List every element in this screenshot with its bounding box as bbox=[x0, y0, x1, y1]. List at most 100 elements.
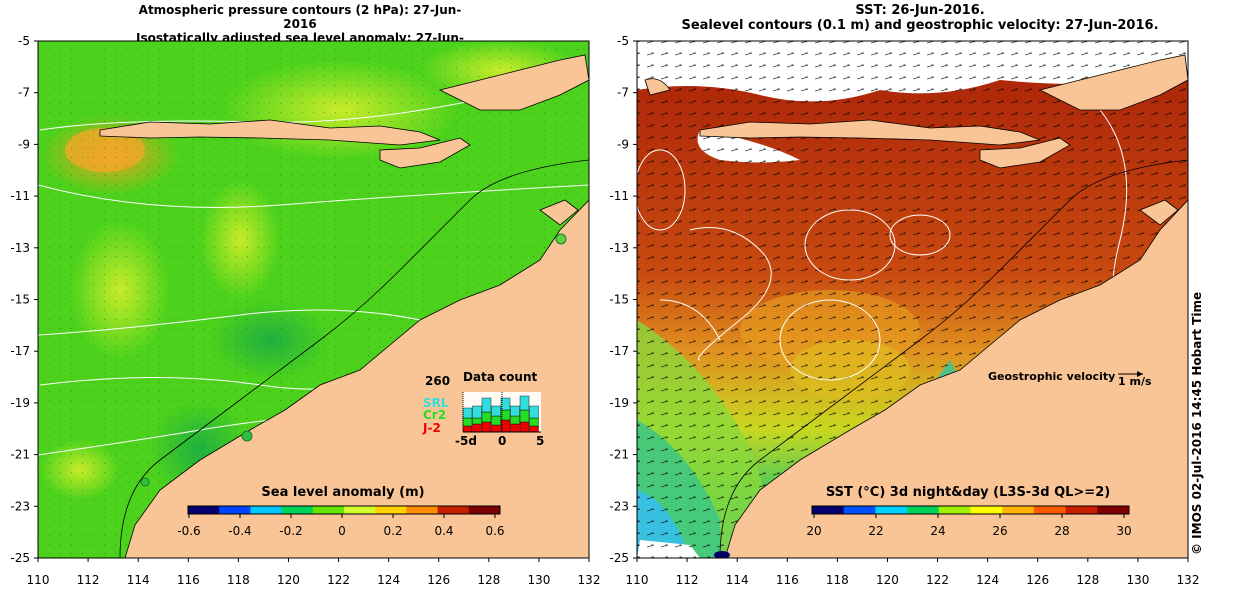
data-count-bar bbox=[510, 423, 520, 433]
longitude-tick-label: 112 bbox=[77, 573, 100, 587]
latitude-tick-label: -21 bbox=[10, 448, 30, 462]
latitude-tick-label: -19 bbox=[609, 396, 629, 410]
data-count-bar bbox=[472, 405, 482, 419]
latitude-tick-label: -9 bbox=[18, 137, 30, 151]
sst-colorbar-tick-label: 26 bbox=[992, 524, 1007, 538]
sst-colorbar-swatch bbox=[1002, 506, 1035, 514]
sea-level-colorbar-tick-label: 0.4 bbox=[434, 524, 453, 538]
legend-srl: SRL bbox=[423, 396, 449, 410]
longitude-tick-label: 128 bbox=[1076, 573, 1099, 587]
longitude-tick-label: 126 bbox=[427, 573, 450, 587]
latitude-tick-label: -9 bbox=[617, 137, 629, 151]
longitude-tick-label: 132 bbox=[578, 573, 601, 587]
longitude-tick-label: 116 bbox=[776, 573, 799, 587]
sst-colorbar-swatch bbox=[1065, 506, 1098, 514]
sst-colorbar-swatch bbox=[812, 506, 845, 514]
longitude-tick-label: 118 bbox=[826, 573, 849, 587]
latitude-tick-label: -13 bbox=[10, 241, 30, 255]
sea-level-colorbar-swatch bbox=[281, 506, 314, 514]
longitude-tick-label: 120 bbox=[277, 573, 300, 587]
sea-level-colorbar-tick-label: 0.2 bbox=[383, 524, 402, 538]
sea-level-colorbar-tick-label: 0.6 bbox=[485, 524, 504, 538]
sea-level-colorbar-tick-label: 0 bbox=[338, 524, 346, 538]
sst-map bbox=[637, 41, 1188, 558]
sst-colorbar-swatch bbox=[1097, 506, 1130, 514]
longitude-tick-label: 132 bbox=[1177, 573, 1200, 587]
data-count-bar bbox=[529, 425, 539, 433]
legend-j2: J-2 bbox=[422, 421, 441, 435]
inset-tick-5: 5 bbox=[536, 434, 544, 448]
sst-colorbar-tick-label: 22 bbox=[868, 524, 883, 538]
sea-level-colorbar-tick-label: -0.2 bbox=[279, 524, 302, 538]
longitude-tick-label: 114 bbox=[127, 573, 150, 587]
inset-tick-minus5: -5d bbox=[455, 434, 477, 448]
longitude-tick-label: 122 bbox=[327, 573, 350, 587]
data-count-bar bbox=[472, 417, 482, 425]
longitude-tick-label: 110 bbox=[27, 573, 50, 587]
latitude-tick-label: -13 bbox=[609, 241, 629, 255]
sst-colorbar-swatch bbox=[1033, 506, 1067, 514]
latitude-tick-label: -11 bbox=[10, 189, 30, 203]
longitude-tick-label: 130 bbox=[527, 573, 550, 587]
right-map-title: SST: 26-Jun-2016. Sealevel contours (0.1… bbox=[640, 3, 1200, 33]
map-axes: -5 -7 -9 -11 -13 -15 -17 -19 -21 -23 -25 110 112 114 1… bbox=[10, 34, 1199, 587]
longitude-tick-label: 116 bbox=[177, 573, 200, 587]
sea-level-colorbar-label: Sea level anomaly (m) bbox=[261, 485, 424, 500]
velocity-scale-value: 1 m/s bbox=[1118, 375, 1152, 388]
longitude-tick-label: 110 bbox=[626, 573, 649, 587]
sea-level-colorbar: Sea level anomaly (m) -0.6 -0.4 -0.2 0 0.2 0.… bbox=[177, 485, 504, 538]
data-count-bar bbox=[519, 421, 530, 433]
longitude-tick-label: 114 bbox=[726, 573, 749, 587]
data-count-bars bbox=[462, 395, 539, 433]
right-title-line1: SST: 26-Jun-2016. bbox=[855, 3, 985, 18]
inset-tick-0: 0 bbox=[498, 434, 506, 448]
geostrophic-velocity-scale: Geostrophic velocity 1 m/s bbox=[988, 370, 1152, 388]
latitude-tick-label: -25 bbox=[10, 551, 30, 565]
data-count-bar bbox=[519, 395, 530, 411]
latitude-tick-label: -19 bbox=[10, 396, 30, 410]
inset-max-label: 260 bbox=[425, 374, 450, 388]
longitude-tick-label: 120 bbox=[876, 573, 899, 587]
legend-cr2: Cr2 bbox=[423, 408, 446, 422]
latitude-tick-label: -25 bbox=[609, 551, 629, 565]
data-count-bar bbox=[529, 405, 539, 419]
longitude-tick-label: 126 bbox=[1026, 573, 1049, 587]
sea-level-colorbar-swatch bbox=[468, 506, 501, 514]
sea-level-colorbar-tick-label: -0.4 bbox=[228, 524, 251, 538]
longitude-tick-label: 118 bbox=[227, 573, 250, 587]
sea-level-colorbar-swatch bbox=[250, 506, 283, 514]
sea-level-colorbar-swatch bbox=[437, 506, 470, 514]
sea-level-colorbar-swatch bbox=[344, 506, 376, 514]
latitude-tick-label: -7 bbox=[18, 86, 30, 100]
latitude-tick-label: -23 bbox=[10, 499, 30, 513]
latitude-tick-label: -17 bbox=[10, 344, 30, 358]
sea-level-colorbar-swatch bbox=[219, 506, 251, 514]
left-title-line1: Atmospheric pressure contours (2 hPa): 2… bbox=[138, 3, 462, 31]
data-count-bar bbox=[481, 411, 492, 423]
longitude-tick-label: 124 bbox=[976, 573, 999, 587]
sst-colorbar: SST (°C) 3d night&day (L3S-3d QL>=2) 20 2… bbox=[806, 485, 1131, 538]
latitude-tick-label: -11 bbox=[609, 189, 629, 203]
data-count-bar bbox=[519, 409, 530, 423]
inset-title: Data count bbox=[463, 370, 538, 384]
sea-level-colorbar-swatch bbox=[406, 506, 439, 514]
data-count-bar bbox=[462, 407, 473, 419]
data-count-bar bbox=[462, 417, 473, 427]
sst-colorbar-swatch bbox=[875, 506, 908, 514]
data-count-bar bbox=[500, 397, 511, 411]
data-count-bar bbox=[491, 424, 501, 433]
sst-colorbar-swatch bbox=[843, 506, 876, 514]
sea-level-anomaly-map bbox=[38, 41, 589, 558]
longitude-tick-label: 124 bbox=[377, 573, 400, 587]
latitude-tick-label: -23 bbox=[609, 499, 629, 513]
longitude-tick-label: 112 bbox=[676, 573, 699, 587]
sea-level-colorbar-tick-label: -0.6 bbox=[177, 524, 200, 538]
sst-colorbar-tick-label: 24 bbox=[930, 524, 945, 538]
right-title-line2: Sealevel contours (0.1 m) and geostrophi… bbox=[681, 18, 1159, 33]
data-count-bar bbox=[529, 417, 539, 427]
sea-level-colorbar-swatch bbox=[188, 506, 220, 514]
data-count-bar bbox=[491, 415, 501, 426]
latitude-tick-label: -5 bbox=[617, 34, 629, 48]
sst-colorbar-swatch bbox=[907, 506, 940, 514]
sst-colorbar-tick-label: 20 bbox=[806, 524, 821, 538]
